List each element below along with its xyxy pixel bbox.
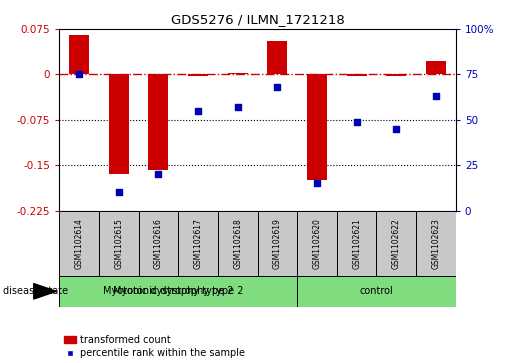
Bar <box>267 41 287 74</box>
Point <box>352 119 360 125</box>
Polygon shape <box>34 284 56 299</box>
Bar <box>59 211 99 276</box>
Text: Myotonic dystrophy type 2: Myotonic dystrophy type 2 <box>113 286 244 296</box>
Bar <box>228 73 248 74</box>
Bar <box>307 74 327 180</box>
Bar <box>347 74 367 76</box>
Text: GSM1102622: GSM1102622 <box>392 218 401 269</box>
Bar <box>188 74 208 76</box>
Bar <box>148 74 168 170</box>
Point <box>392 126 401 132</box>
Bar <box>297 276 456 307</box>
Text: GSM1102621: GSM1102621 <box>352 218 361 269</box>
Point <box>273 84 281 90</box>
Point <box>154 171 162 177</box>
Text: GSM1102623: GSM1102623 <box>432 218 440 269</box>
Text: GSM1102618: GSM1102618 <box>233 218 242 269</box>
Text: GSM1102619: GSM1102619 <box>273 218 282 269</box>
Text: Myotonic dystrophy type 2: Myotonic dystrophy type 2 <box>103 286 233 296</box>
Bar <box>376 211 416 276</box>
Bar <box>178 211 218 276</box>
Text: control: control <box>359 286 393 296</box>
Text: GSM1102617: GSM1102617 <box>194 218 202 269</box>
Point <box>194 108 202 114</box>
Point <box>75 72 83 77</box>
Bar <box>99 211 139 276</box>
Title: GDS5276 / ILMN_1721218: GDS5276 / ILMN_1721218 <box>170 13 345 26</box>
Bar <box>426 61 446 74</box>
Text: GSM1102616: GSM1102616 <box>154 218 163 269</box>
Text: GSM1102620: GSM1102620 <box>313 218 321 269</box>
Bar <box>386 74 406 76</box>
Bar <box>59 276 297 307</box>
Point <box>114 189 123 195</box>
Bar <box>218 211 258 276</box>
Bar <box>416 211 456 276</box>
Legend: transformed count, percentile rank within the sample: transformed count, percentile rank withi… <box>64 335 245 358</box>
Bar <box>258 211 297 276</box>
Point <box>233 104 242 110</box>
Text: GSM1102614: GSM1102614 <box>75 218 83 269</box>
Point <box>432 93 440 99</box>
Text: GSM1102615: GSM1102615 <box>114 218 123 269</box>
Bar <box>109 74 129 174</box>
Bar <box>69 35 89 74</box>
Text: disease state: disease state <box>3 286 67 296</box>
Point <box>313 180 321 186</box>
Bar <box>297 211 337 276</box>
Bar <box>337 211 376 276</box>
Bar <box>139 211 178 276</box>
